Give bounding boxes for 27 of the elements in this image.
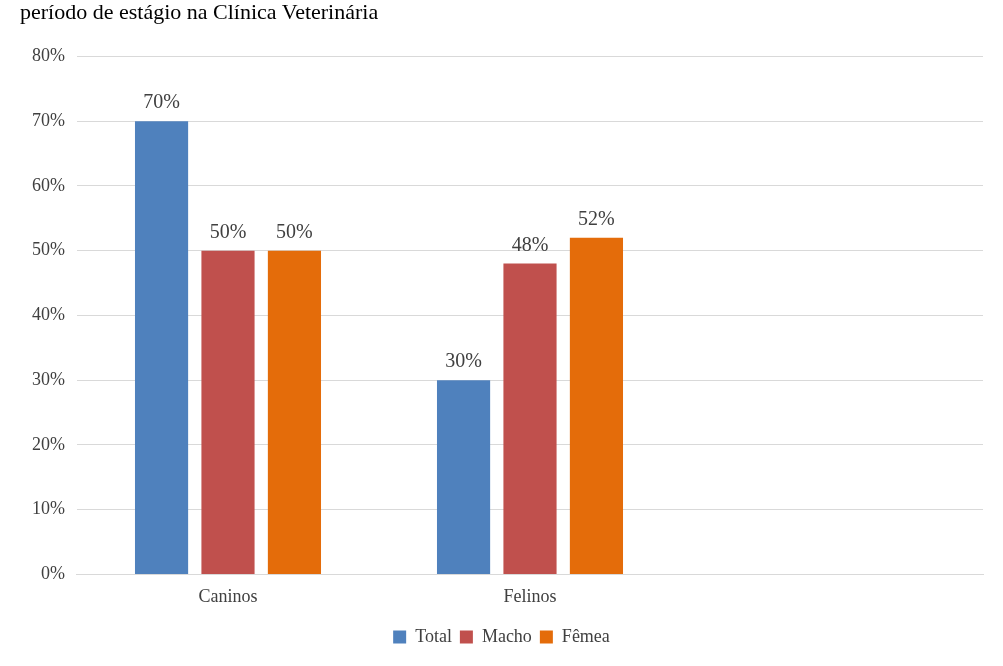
y-tick-label: 70% xyxy=(31,109,65,130)
bar xyxy=(436,380,491,574)
x-tick-label: Felinos xyxy=(503,585,557,606)
bar xyxy=(201,250,255,574)
bar xyxy=(569,237,624,574)
y-tick-label: 0% xyxy=(40,563,65,584)
bar xyxy=(267,250,322,574)
y-tick-label: 30% xyxy=(31,368,65,389)
legend-label: Macho xyxy=(481,625,532,646)
data-label: 30% xyxy=(445,349,482,372)
x-tick-label: Caninos xyxy=(198,585,258,606)
y-tick-label: 60% xyxy=(31,174,65,195)
bar xyxy=(134,121,189,574)
data-label: 50% xyxy=(209,219,247,242)
y-tick-label: 40% xyxy=(31,304,65,325)
y-tick-label: 50% xyxy=(31,239,65,260)
y-tick-label: 20% xyxy=(31,433,65,454)
legend-label: Fêmea xyxy=(561,625,610,646)
legend-label: Total xyxy=(415,625,452,646)
data-label: 70% xyxy=(143,90,180,113)
y-tick-label: 10% xyxy=(31,498,65,519)
data-label: 48% xyxy=(511,232,549,255)
chart-title: período de estágio na Clínica Veterinária xyxy=(20,0,379,24)
data-label: 50% xyxy=(276,219,313,242)
data-label: 52% xyxy=(578,206,615,229)
bar xyxy=(503,263,557,574)
y-tick-label: 80% xyxy=(31,45,65,66)
